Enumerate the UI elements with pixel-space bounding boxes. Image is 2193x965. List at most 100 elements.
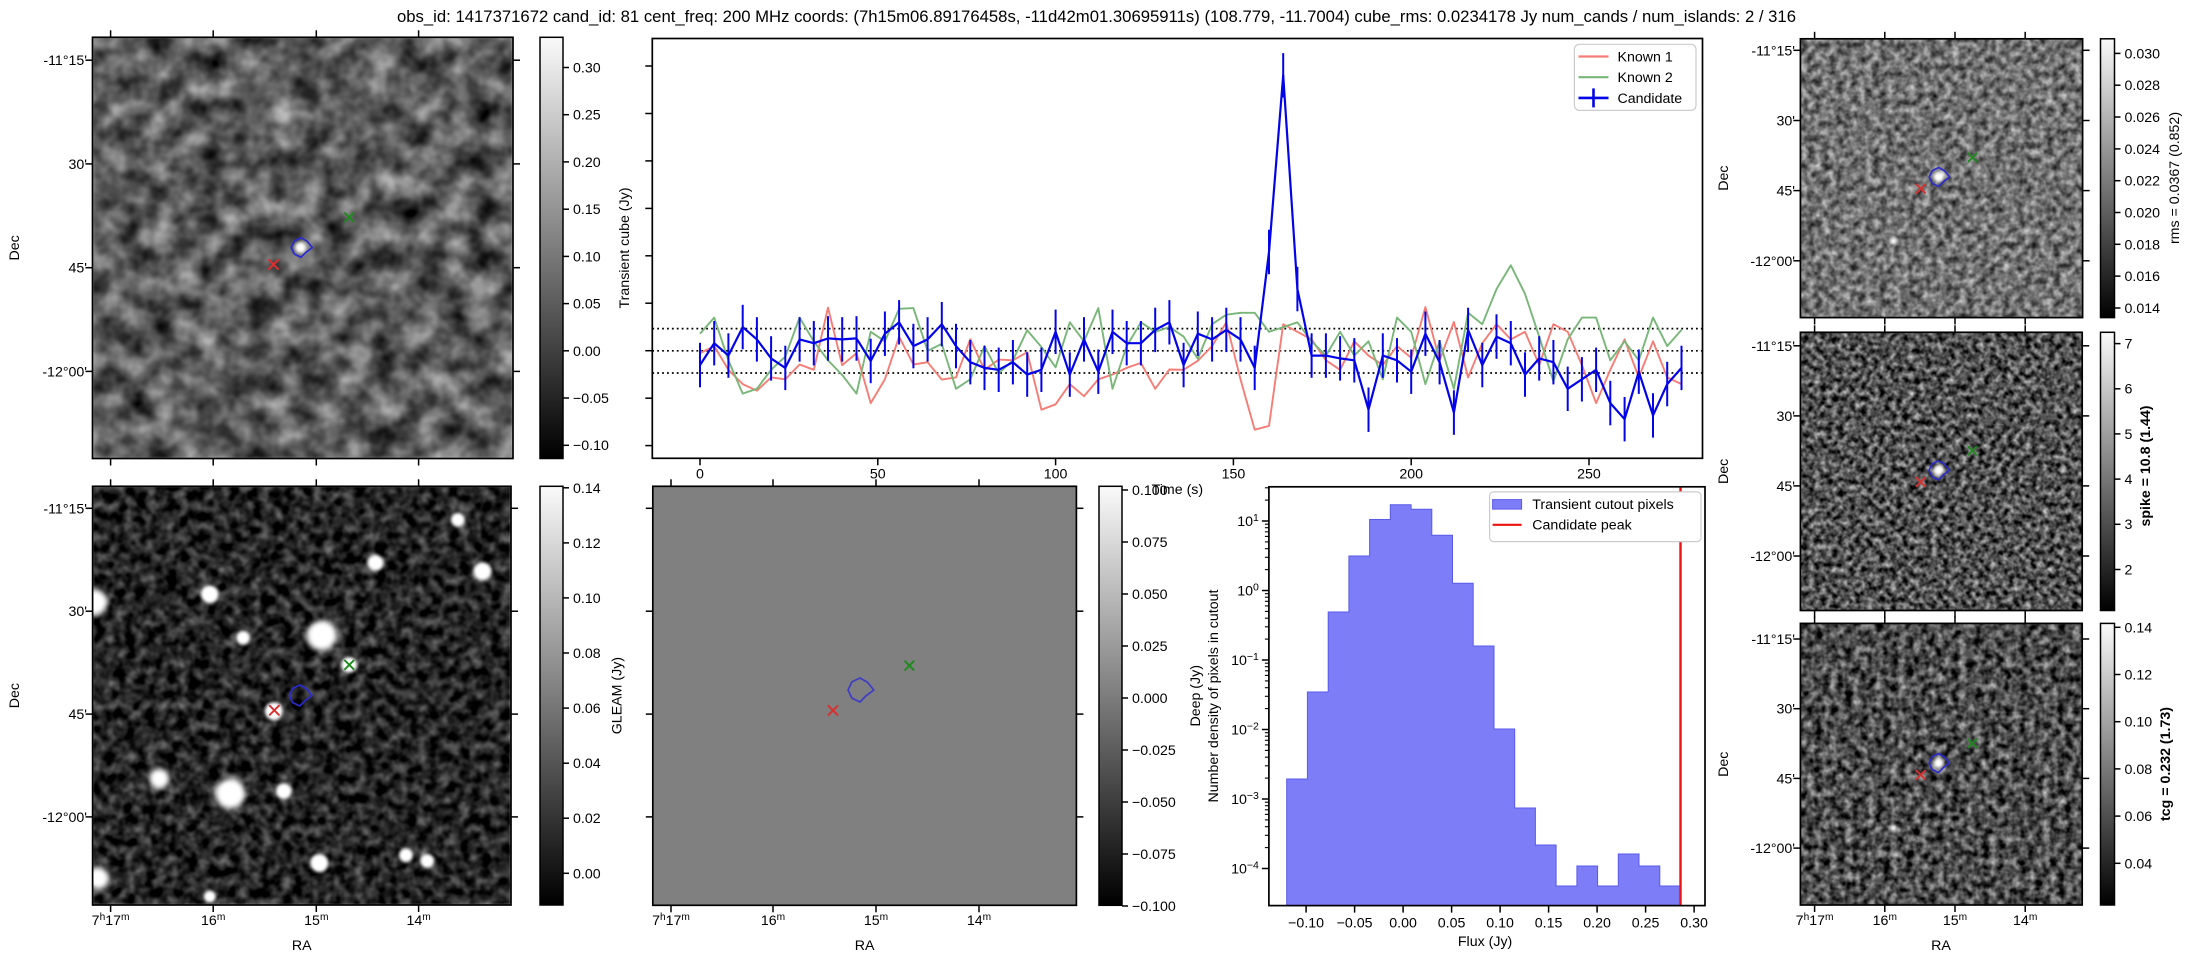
svg-text:45': 45' bbox=[1777, 479, 1796, 495]
svg-text:−0.05: −0.05 bbox=[573, 391, 609, 407]
svg-text:0.02: 0.02 bbox=[573, 811, 601, 827]
svg-text:0.08: 0.08 bbox=[2125, 762, 2153, 778]
svg-text:RA: RA bbox=[855, 938, 875, 954]
svg-text:Candidate: Candidate bbox=[1618, 91, 1683, 107]
svg-text:150: 150 bbox=[1222, 466, 1246, 482]
svg-text:0.000: 0.000 bbox=[1132, 691, 1168, 707]
svg-text:−0.10: −0.10 bbox=[1288, 916, 1324, 932]
svg-text:-11°15': -11°15' bbox=[1751, 43, 1795, 59]
svg-text:0.10: 0.10 bbox=[1486, 916, 1514, 932]
svg-text:7: 7 bbox=[2125, 337, 2133, 353]
svg-text:50: 50 bbox=[870, 466, 886, 482]
svg-text:-12°00': -12°00' bbox=[1750, 841, 1795, 857]
svg-text:−0.050: −0.050 bbox=[1132, 795, 1176, 811]
svg-text:0.018: 0.018 bbox=[2125, 237, 2161, 253]
svg-text:0.00: 0.00 bbox=[1389, 916, 1417, 932]
svg-text:0.12: 0.12 bbox=[573, 536, 601, 552]
svg-text:0.30: 0.30 bbox=[573, 61, 601, 77]
svg-text:0.15: 0.15 bbox=[1535, 916, 1563, 932]
svg-text:0.014: 0.014 bbox=[2125, 301, 2161, 317]
svg-text:−0.10: −0.10 bbox=[573, 438, 609, 454]
svg-text:0.25: 0.25 bbox=[1632, 916, 1660, 932]
svg-text:-11°15': -11°15' bbox=[1751, 632, 1795, 648]
svg-text:3: 3 bbox=[2125, 517, 2133, 533]
svg-text:RA: RA bbox=[1931, 938, 1951, 954]
svg-text:Dec: Dec bbox=[1716, 459, 1732, 484]
svg-text:0.020: 0.020 bbox=[2125, 206, 2161, 222]
svg-text:Deep (Jy): Deep (Jy) bbox=[1188, 665, 1204, 727]
svg-text:0.14: 0.14 bbox=[573, 481, 601, 497]
svg-text:0.00: 0.00 bbox=[573, 866, 601, 882]
svg-text:0.10: 0.10 bbox=[573, 591, 601, 607]
svg-text:Number density of pixels in cu: Number density of pixels in cutout bbox=[1206, 589, 1222, 802]
svg-text:Candidate peak: Candidate peak bbox=[1532, 518, 1632, 534]
svg-text:0.05: 0.05 bbox=[1438, 916, 1466, 932]
svg-text:Known 2: Known 2 bbox=[1618, 70, 1673, 86]
svg-text:0.30: 0.30 bbox=[1680, 916, 1708, 932]
svg-text:45': 45' bbox=[1777, 184, 1796, 200]
svg-text:-12°00': -12°00' bbox=[1750, 549, 1795, 565]
svg-text:250: 250 bbox=[1577, 466, 1601, 482]
svg-text:0.10: 0.10 bbox=[573, 249, 601, 265]
svg-text:Transient cube (Jy): Transient cube (Jy) bbox=[617, 188, 633, 309]
svg-text:0.030: 0.030 bbox=[2125, 46, 2161, 62]
svg-text:0.14: 0.14 bbox=[2125, 620, 2153, 636]
svg-text:tcg = 0.232 (1.73): tcg = 0.232 (1.73) bbox=[2158, 707, 2174, 821]
svg-text:0.04: 0.04 bbox=[573, 756, 601, 772]
svg-text:100: 100 bbox=[1044, 466, 1068, 482]
svg-text:-11°15': -11°15' bbox=[43, 501, 87, 517]
svg-text:0.08: 0.08 bbox=[573, 646, 601, 662]
svg-text:−0.05: −0.05 bbox=[1337, 916, 1373, 932]
svg-text:0.20: 0.20 bbox=[1583, 916, 1611, 932]
svg-text:obs_id: 1417371672 cand_id: 81: obs_id: 1417371672 cand_id: 81 cent_freq… bbox=[397, 7, 1796, 26]
svg-text:0.20: 0.20 bbox=[573, 155, 601, 171]
svg-text:0.016: 0.016 bbox=[2125, 269, 2161, 285]
svg-text:45': 45' bbox=[69, 707, 88, 723]
svg-text:30': 30' bbox=[69, 157, 88, 173]
svg-text:0.06: 0.06 bbox=[573, 701, 601, 717]
svg-text:rms = 0.0367 (0.852): rms = 0.0367 (0.852) bbox=[2167, 112, 2183, 244]
svg-text:0.04: 0.04 bbox=[2125, 856, 2153, 872]
svg-text:Dec: Dec bbox=[7, 683, 23, 708]
svg-text:0.026: 0.026 bbox=[2125, 110, 2161, 126]
svg-text:4: 4 bbox=[2125, 472, 2133, 488]
svg-text:0.06: 0.06 bbox=[2125, 809, 2153, 825]
svg-text:-12°00': -12°00' bbox=[42, 810, 87, 826]
svg-text:0.15: 0.15 bbox=[573, 202, 601, 218]
svg-text:GLEAM (Jy): GLEAM (Jy) bbox=[610, 657, 626, 734]
svg-text:30': 30' bbox=[1777, 409, 1796, 425]
svg-text:Transient cutout pixels: Transient cutout pixels bbox=[1532, 497, 1673, 513]
svg-text:30': 30' bbox=[69, 604, 88, 620]
svg-text:0.024: 0.024 bbox=[2125, 142, 2161, 158]
svg-text:30': 30' bbox=[1777, 114, 1796, 130]
svg-text:0.10: 0.10 bbox=[2125, 715, 2153, 731]
svg-text:Dec: Dec bbox=[7, 235, 23, 260]
svg-text:0.100: 0.100 bbox=[1132, 483, 1168, 499]
svg-text:200: 200 bbox=[1399, 466, 1423, 482]
svg-text:0.25: 0.25 bbox=[573, 108, 601, 124]
svg-text:-12°00': -12°00' bbox=[1750, 254, 1795, 270]
svg-text:0.05: 0.05 bbox=[573, 297, 601, 313]
svg-text:Known 1: Known 1 bbox=[1618, 50, 1673, 66]
svg-text:45': 45' bbox=[1777, 771, 1796, 787]
svg-text:0.025: 0.025 bbox=[1132, 639, 1168, 655]
svg-text:Time (s): Time (s) bbox=[1152, 482, 1204, 498]
svg-text:Dec: Dec bbox=[1716, 166, 1732, 191]
svg-text:2: 2 bbox=[2125, 562, 2133, 578]
svg-text:0.050: 0.050 bbox=[1132, 587, 1168, 603]
svg-text:0.00: 0.00 bbox=[573, 344, 601, 360]
svg-text:0.075: 0.075 bbox=[1132, 535, 1168, 551]
svg-text:45': 45' bbox=[69, 261, 88, 277]
svg-text:Flux (Jy): Flux (Jy) bbox=[1458, 934, 1512, 950]
svg-text:-11°15': -11°15' bbox=[43, 53, 87, 69]
svg-text:−0.100: −0.100 bbox=[1132, 899, 1176, 915]
svg-text:0: 0 bbox=[696, 466, 704, 482]
svg-text:Dec: Dec bbox=[1716, 752, 1732, 777]
svg-text:5: 5 bbox=[2125, 427, 2133, 443]
svg-text:-11°15': -11°15' bbox=[1751, 339, 1795, 355]
svg-text:−0.075: −0.075 bbox=[1132, 847, 1176, 863]
svg-text:30': 30' bbox=[1777, 702, 1796, 718]
svg-text:−0.025: −0.025 bbox=[1132, 743, 1176, 759]
svg-text:RA: RA bbox=[292, 938, 312, 954]
svg-text:-12°00': -12°00' bbox=[42, 364, 87, 380]
